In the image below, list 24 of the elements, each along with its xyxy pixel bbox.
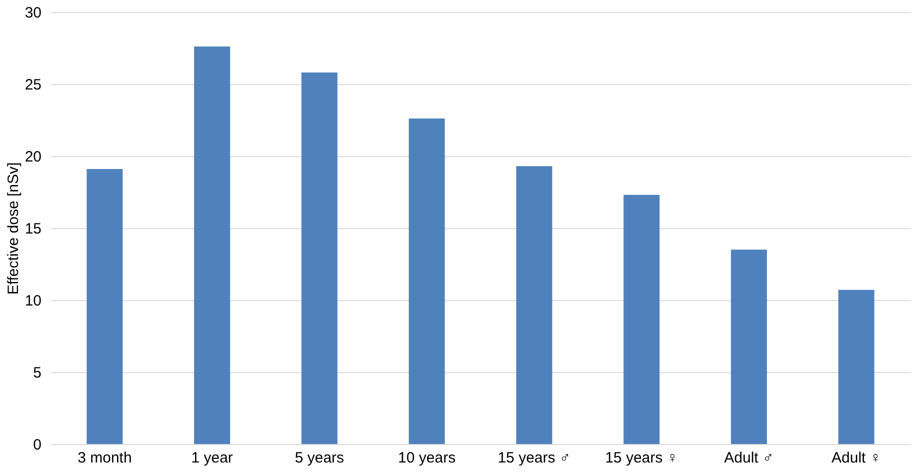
x-tick-label: 5 years [294, 450, 344, 466]
bar [516, 166, 552, 444]
y-tick-label: 20 [24, 148, 42, 166]
x-tick-label: 3 month [78, 450, 132, 466]
y-tick-label: 0 [33, 436, 42, 454]
x-tick-label: Adult ♂ [724, 450, 774, 466]
x-tick-label: 10 years [398, 450, 456, 466]
bar [408, 118, 445, 444]
bar [730, 250, 767, 444]
y-tick-label: 25 [24, 76, 42, 94]
y-tick-label: 15 [24, 220, 42, 238]
y-axis-title: Effective dose [nSv] [4, 162, 22, 295]
bar [194, 46, 230, 444]
bar [301, 72, 338, 444]
bar [838, 290, 874, 444]
y-tick-label: 10 [24, 292, 42, 310]
bar [624, 194, 660, 444]
bar [86, 168, 123, 444]
x-tick-label: 1 year [191, 450, 233, 466]
y-tick-label: 30 [24, 4, 42, 22]
x-tick-label: Adult ♀ [832, 450, 882, 466]
x-tick-label: 15 years ♀ [605, 450, 678, 466]
y-tick-label: 5 [33, 364, 42, 382]
x-tick-label: 15 years ♂ [498, 450, 571, 466]
